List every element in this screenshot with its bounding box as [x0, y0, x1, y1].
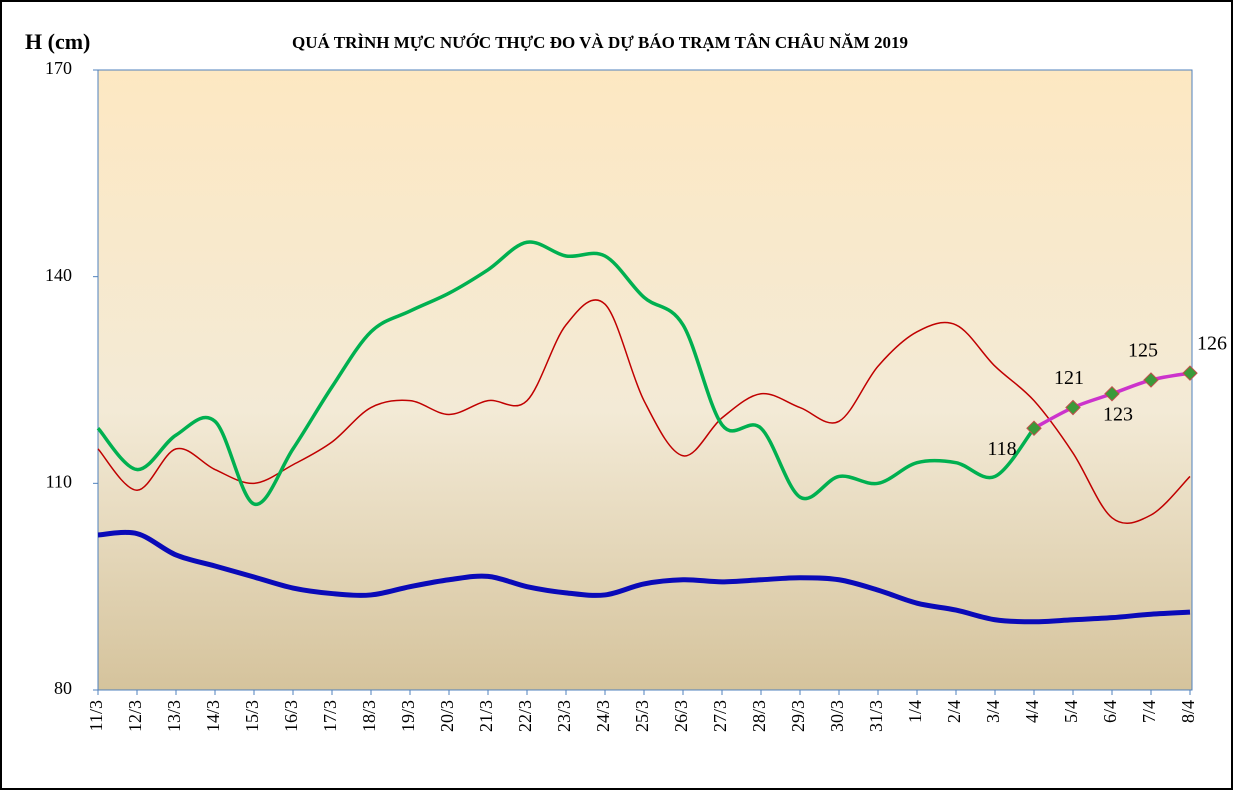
data-label: 125	[1128, 340, 1158, 362]
x-tick-label: 12/3	[125, 700, 145, 732]
x-tick-label: 13/3	[164, 700, 184, 732]
series-line	[97, 529, 1191, 625]
data-label: 121	[1054, 367, 1084, 389]
y-tick-label: 80	[54, 678, 72, 698]
x-tick-label: 1/4	[905, 700, 925, 723]
x-tick-label: 25/3	[632, 700, 652, 732]
x-tick-label: 16/3	[281, 700, 301, 732]
series-line	[96, 240, 1036, 506]
x-tick-label: 17/3	[320, 700, 340, 732]
data-label: 118	[987, 438, 1016, 460]
x-tick-label: 11/3	[86, 700, 106, 731]
data-label: 126	[1197, 333, 1227, 355]
marker	[1026, 420, 1042, 437]
series-line	[97, 299, 1191, 525]
marker	[1065, 399, 1081, 416]
x-tick-label: 29/3	[788, 700, 808, 732]
marker	[1182, 365, 1198, 381]
marker	[1143, 372, 1159, 388]
x-tick-label: 30/3	[827, 700, 847, 732]
x-tick-label: 26/3	[671, 700, 691, 732]
x-tick-label: 18/3	[359, 700, 379, 732]
x-tick-label: 20/3	[437, 700, 457, 732]
x-tick-label: 15/3	[242, 700, 262, 732]
y-tick-label: 110	[46, 471, 72, 491]
marker	[1104, 385, 1120, 402]
x-tick-label: 2/4	[944, 700, 964, 723]
x-tick-label: 22/3	[515, 700, 535, 732]
data-label: 123	[1103, 403, 1133, 425]
x-tick-label: 5/4	[1061, 700, 1081, 723]
x-tick-label: 23/3	[554, 700, 574, 732]
x-tick-label: 8/4	[1178, 700, 1198, 723]
plot-area	[97, 69, 1193, 691]
x-tick-label: 14/3	[203, 700, 223, 732]
chart-title: QUÁ TRÌNH MỰC NƯỚC THỰC ĐO VÀ DỰ BÁO TRẠ…	[292, 33, 908, 52]
x-tick-label: 19/3	[398, 700, 418, 732]
y-tick-label: 170	[45, 58, 72, 78]
x-tick-label: 27/3	[710, 700, 730, 732]
y-axis-label: H (cm)	[25, 29, 90, 54]
x-tick-label: 4/4	[1022, 700, 1042, 723]
x-tick-label: 3/4	[983, 700, 1003, 723]
x-tick-label: 21/3	[476, 700, 496, 732]
x-tick-label: 6/4	[1100, 700, 1120, 723]
x-tick-label: 7/4	[1139, 700, 1159, 723]
x-tick-label: 24/3	[593, 700, 613, 732]
y-tick-label: 140	[45, 265, 72, 285]
x-tick-label: 28/3	[749, 700, 769, 732]
x-tick-label: 31/3	[866, 700, 886, 732]
